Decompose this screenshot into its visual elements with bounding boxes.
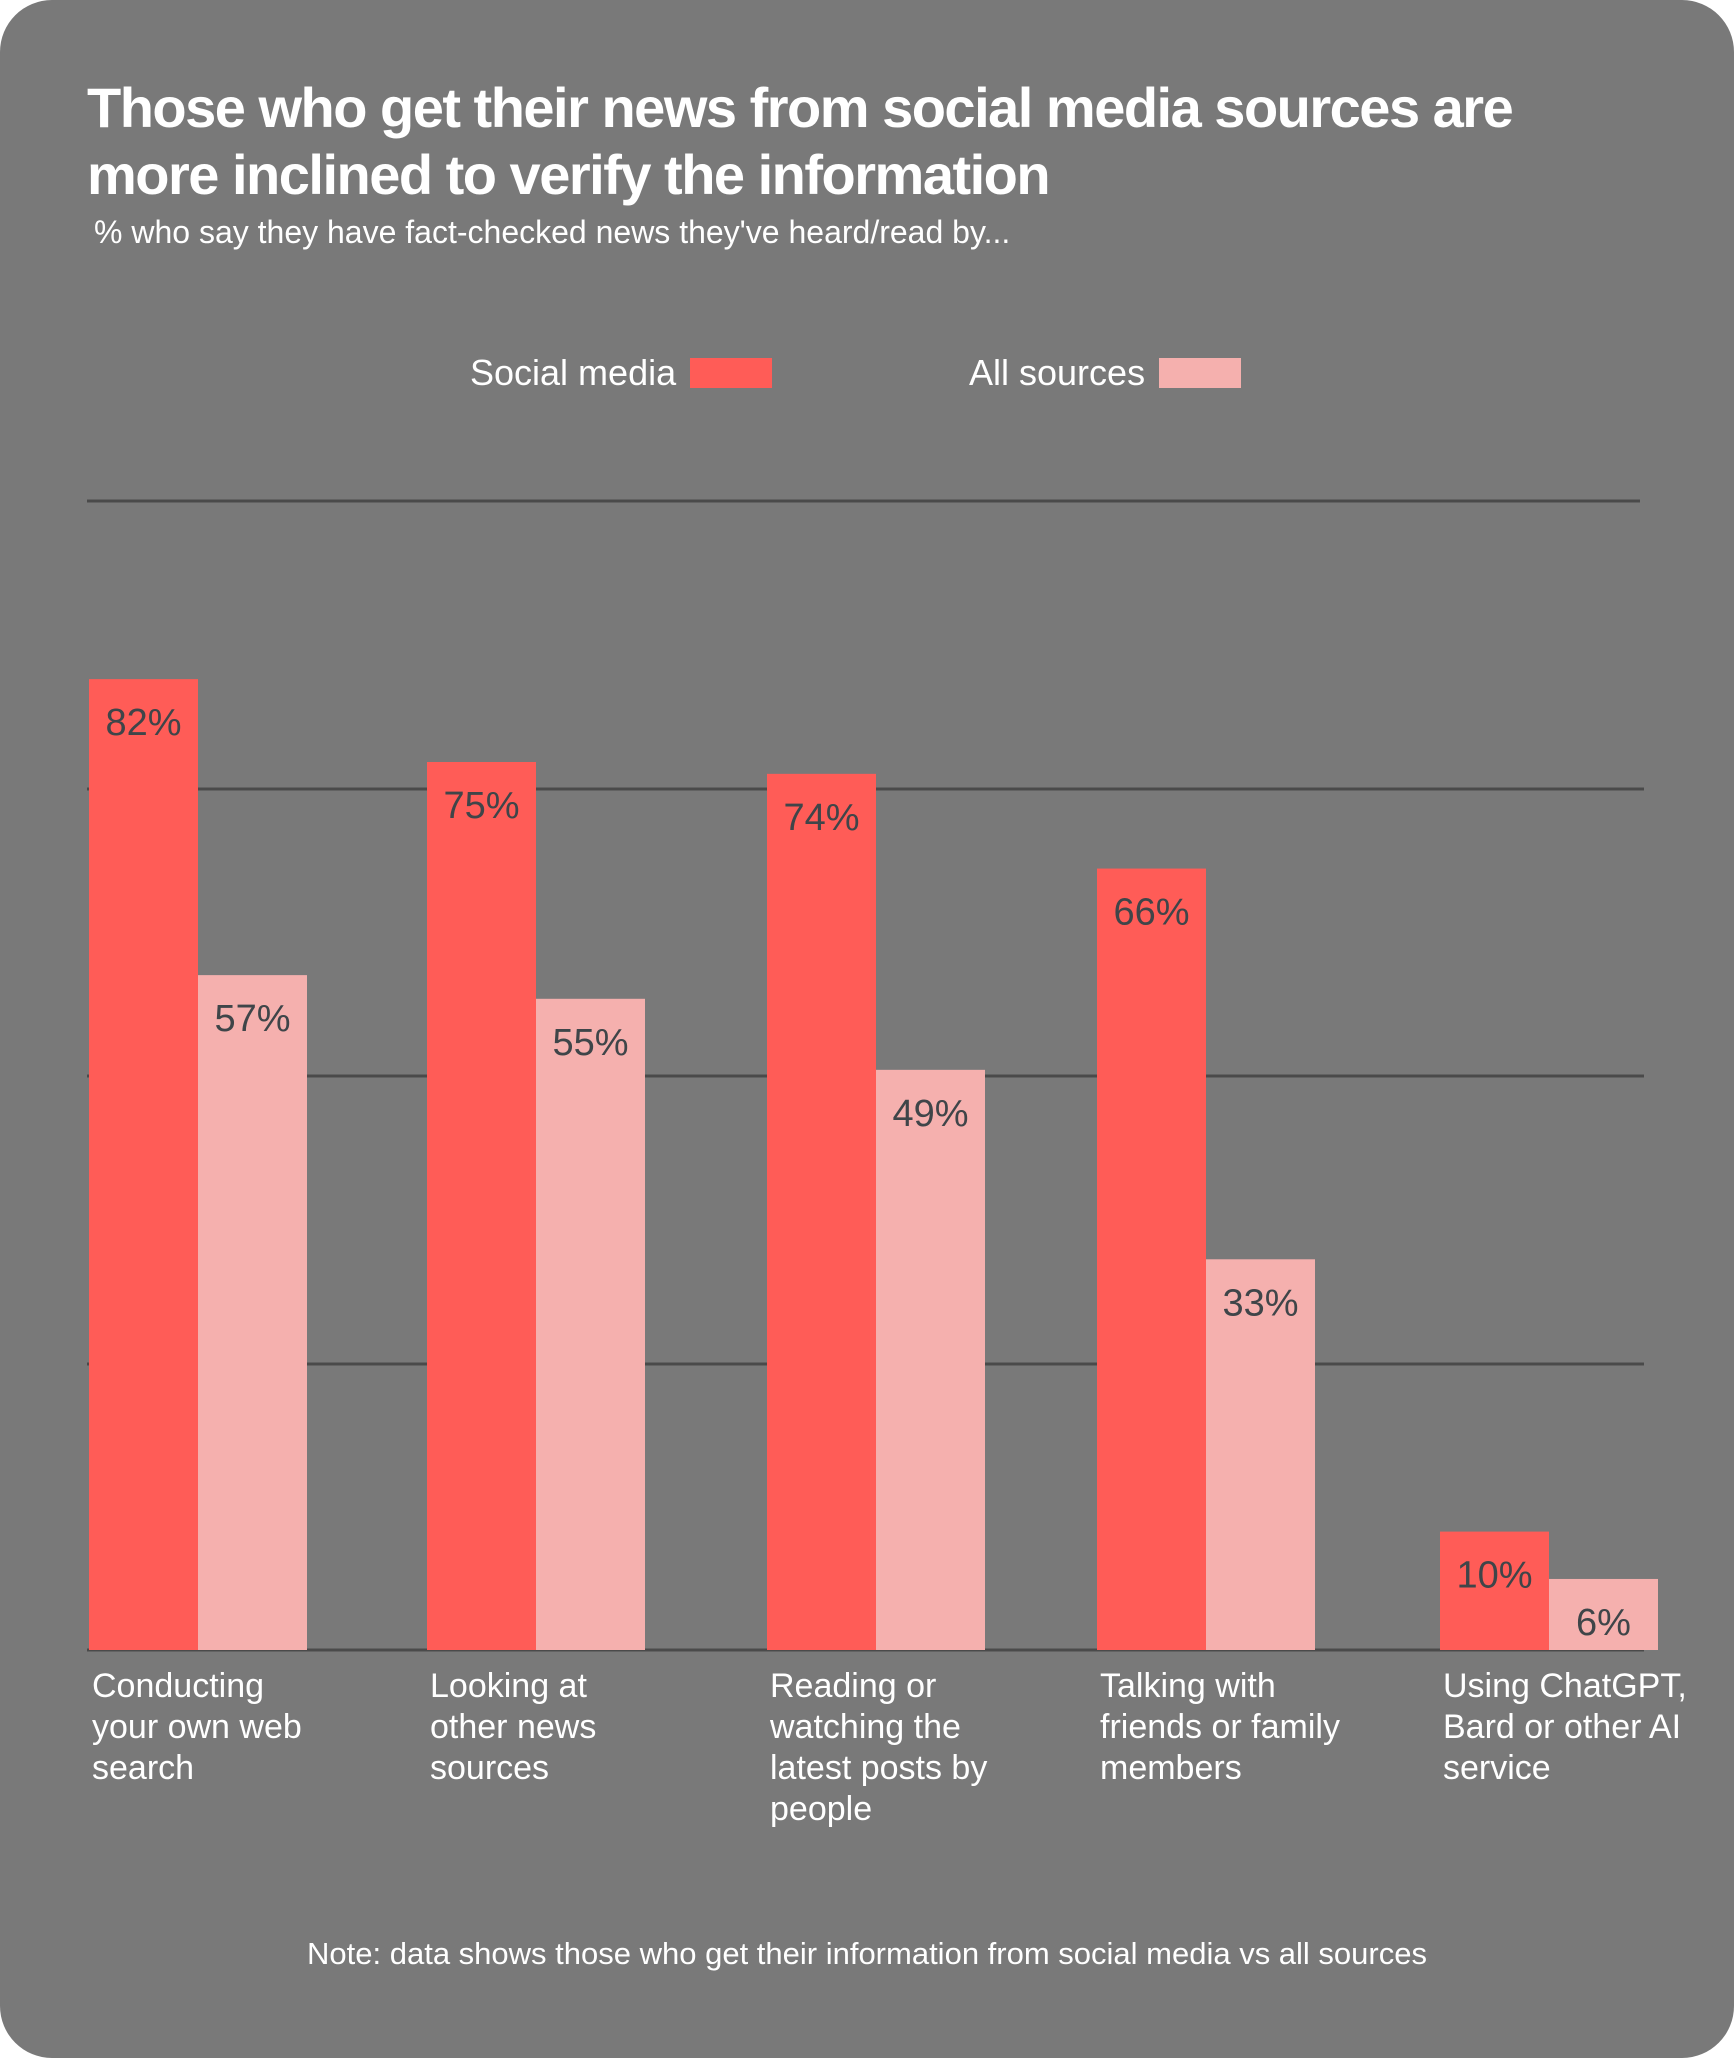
bar-all-sources	[876, 1069, 985, 1650]
data-label: 82%	[105, 702, 181, 744]
x-tick-label: Reading or watching the latest posts by …	[770, 1667, 988, 1828]
chart-subtitle: % who say they have fact-checked news th…	[94, 214, 1011, 250]
legend-social-media: Social media	[470, 352, 773, 394]
data-label: 6%	[1576, 1602, 1631, 1644]
bar-all-sources	[198, 975, 307, 1650]
data-label: 74%	[783, 797, 859, 839]
bar-all-sources	[1206, 1259, 1315, 1650]
x-tick-label: Talking with friends or family members	[1100, 1667, 1340, 1787]
x-tick-label: Looking at other news sources	[430, 1667, 597, 1787]
data-label: 75%	[443, 785, 519, 827]
legend-swatch	[1159, 358, 1242, 388]
x-tick-label: Using ChatGPT, Bard or other AI service	[1443, 1667, 1687, 1787]
legend-swatch	[690, 358, 773, 388]
bar-all-sources	[536, 998, 645, 1650]
bar-all-sources	[1549, 1578, 1658, 1650]
data-label: 49%	[892, 1093, 968, 1135]
data-label: 66%	[1113, 892, 1189, 934]
legend-all-sources: All sources	[969, 352, 1242, 394]
bar-social-media	[1097, 868, 1206, 1650]
data-label: 10%	[1456, 1555, 1532, 1597]
data-label: 55%	[552, 1022, 628, 1064]
chart-title: Those who get their news from social med…	[87, 76, 1514, 206]
x-tick-label: Conducting your own web search	[92, 1667, 302, 1787]
bar-social-media	[767, 773, 876, 1650]
bar-social-media	[1440, 1531, 1549, 1650]
bar-social-media	[427, 762, 536, 1650]
data-label: 57%	[214, 998, 290, 1040]
legend-label: All sources	[969, 352, 1146, 393]
chart-note: Note: data shows those who get their inf…	[307, 1936, 1427, 1971]
legend-label: Social media	[470, 352, 677, 393]
data-label: 33%	[1222, 1282, 1298, 1324]
bar-social-media	[89, 679, 198, 1650]
